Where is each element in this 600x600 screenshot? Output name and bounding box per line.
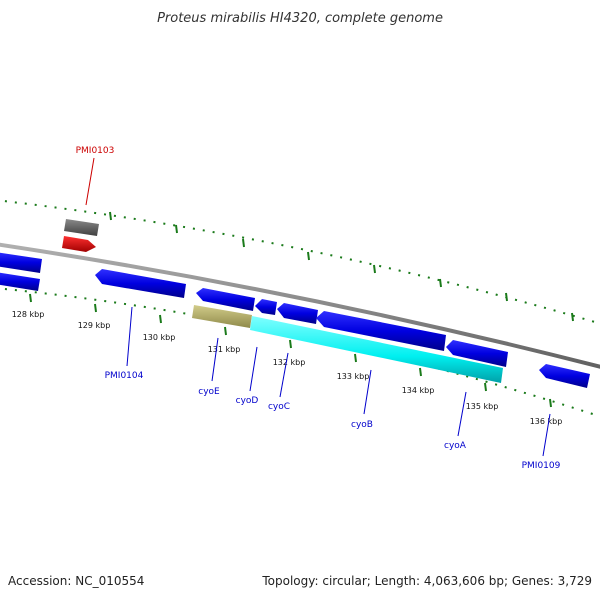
inner-tick-ring [0, 287, 600, 418]
inner-major-tick [549, 398, 552, 408]
feature-khaki-cyoE[interactable] [192, 305, 252, 328]
tick-label: 133 kbp [337, 372, 370, 381]
cds-feature[interactable] [255, 299, 277, 315]
tick-label: 134 kbp [402, 386, 435, 395]
outer-major-tick [373, 264, 376, 274]
tick-label: 136 kbp [530, 417, 563, 426]
outer-major-tick [242, 238, 245, 248]
outer-major-tick [175, 224, 178, 234]
inner-major-tick [289, 339, 292, 349]
cds-feature[interactable] [316, 311, 446, 351]
tick-label: 135 kbp [466, 402, 499, 411]
cds-feature[interactable] [0, 252, 42, 273]
cds-feature[interactable] [277, 303, 318, 324]
cds-feature-PMI0104[interactable] [95, 269, 186, 298]
outer-major-tick [505, 292, 508, 302]
tick-label: 131 kbp [208, 345, 241, 354]
outer-minor-ticks [0, 199, 600, 325]
feature-red-PMI0103[interactable] [62, 236, 96, 252]
reverse-strand-features [0, 252, 590, 388]
inner-major-tick [354, 353, 357, 363]
leader-line-cyoE [211, 337, 219, 382]
inner-major-tick [159, 314, 162, 324]
leader-line-cyoD [249, 346, 258, 392]
inner-major-tick [29, 293, 32, 303]
gene-label-cyoC[interactable]: cyoC [268, 402, 290, 412]
gene-label-cyoD[interactable]: cyoD [236, 396, 259, 406]
gene-label-PMI0104[interactable]: PMI0104 [105, 371, 144, 381]
tick-label: 130 kbp [143, 333, 176, 342]
leader-line-cyoC [279, 352, 289, 398]
leader-line-PMI0103 [85, 157, 95, 206]
gene-label-cyoA[interactable]: cyoA [444, 441, 467, 451]
gene-label-cyoB[interactable]: cyoB [351, 420, 373, 430]
forward-strand-features [62, 219, 99, 252]
gene-label-cyoE[interactable]: cyoE [198, 387, 220, 397]
accession-text: Accession: NC_010554 [8, 574, 144, 588]
gene-labels: PMI0103 PMI0104 cyoE cyoD cyoC cyoB cyoA… [76, 146, 561, 471]
leader-line-cyoB [363, 369, 372, 415]
tick-labels: 128 kbp 129 kbp 130 kbp 131 kbp 132 kbp … [12, 310, 563, 426]
outer-major-tick [109, 211, 112, 221]
outer-tick-ring [0, 199, 600, 325]
genome-backbone [0, 242, 600, 369]
leader-line-PMI0109 [542, 413, 551, 457]
feature-cyan-cyo-operon[interactable] [250, 316, 503, 383]
inner-major-tick [94, 303, 97, 313]
cds-feature-PMI0109[interactable] [539, 364, 590, 388]
gene-label-PMI0109[interactable]: PMI0109 [522, 461, 561, 471]
outer-major-tick [571, 312, 574, 322]
outer-major-tick [307, 251, 310, 261]
gene-label-PMI0103[interactable]: PMI0103 [76, 146, 115, 156]
leader-line-cyoA [457, 391, 467, 437]
tick-label: 128 kbp [12, 310, 45, 319]
map-title: Proteus mirabilis HI4320, complete genom… [157, 11, 443, 26]
tick-label: 132 kbp [273, 358, 306, 367]
feature-gray-PMI0103[interactable] [64, 219, 99, 236]
cds-feature[interactable] [0, 272, 40, 291]
tick-label: 129 kbp [78, 321, 111, 330]
inner-major-tick [484, 382, 487, 392]
inner-major-tick [224, 326, 227, 336]
cds-feature[interactable] [196, 288, 255, 311]
inner-major-tick [419, 367, 422, 377]
leader-line-PMI0104 [126, 306, 133, 367]
label-leader-lines [85, 157, 551, 457]
outer-major-tick [439, 278, 442, 288]
cds-feature[interactable] [446, 340, 508, 367]
genome-summary-text: Topology: circular; Length: 4,063,606 bp… [261, 574, 592, 588]
